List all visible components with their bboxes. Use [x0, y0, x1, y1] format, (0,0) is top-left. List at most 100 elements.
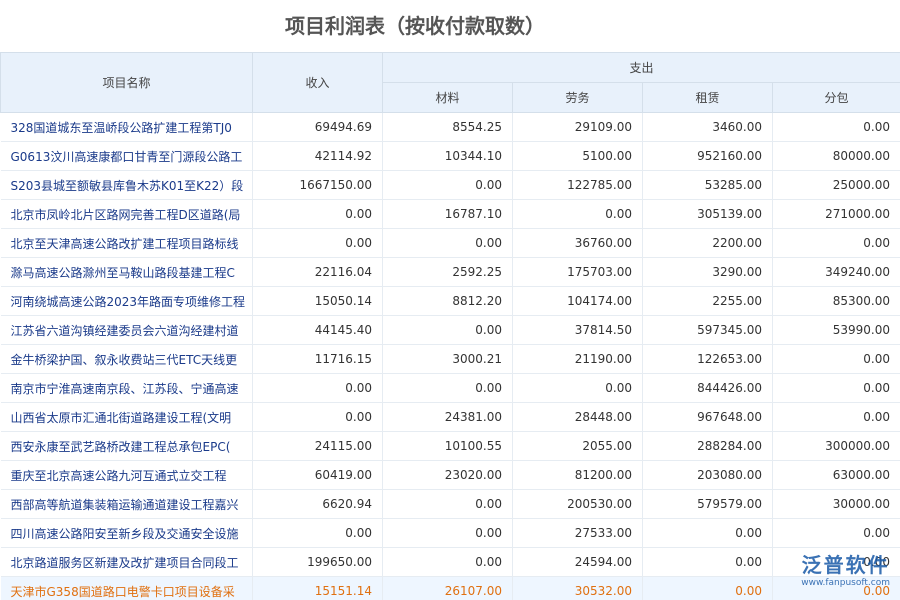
amount-cell: 10100.55 — [382, 431, 513, 461]
amount-cell: 0.00 — [382, 373, 513, 403]
table-row: G0613汶川高速康都口甘青至门源段公路工 42114.92 10344.10 510… — [0, 141, 900, 171]
column-header: 材料 — [382, 82, 513, 113]
table-row: 328国道城东至温峤段公路扩建工程第TJ0 69494.69 8554.25 2910… — [0, 112, 900, 142]
amount-cell: 203080.00 — [642, 460, 773, 490]
amount-cell: 2255.00 — [642, 286, 773, 316]
amount-cell: 63000.00 — [772, 460, 900, 490]
project-name-cell: 328国道城东至温峤段公路扩建工程第TJ0 — [0, 112, 253, 142]
project-name-cell: 北京至天津高速公路改扩建工程项目路标线 — [0, 228, 253, 258]
amount-cell: 22116.04 — [252, 257, 383, 287]
amount-cell: 2200.00 — [642, 228, 773, 258]
project-name-cell: 滁马高速公路滁州至马鞍山路段基建工程C — [0, 257, 253, 287]
amount-cell: 42114.92 — [252, 141, 383, 171]
amount-cell: 0.00 — [772, 547, 900, 577]
table-row: 四川高速公路阳安至新乡段及交通安全设施 0.00 0.00 27533.00 0.00 0… — [0, 518, 900, 548]
amount-cell: 8812.20 — [382, 286, 513, 316]
amount-cell: 44145.40 — [252, 315, 383, 345]
amount-cell: 26107.00 — [382, 576, 513, 600]
column-header: 租赁 — [642, 82, 773, 113]
amount-cell: 10344.10 — [382, 141, 513, 171]
amount-cell: 579579.00 — [642, 489, 773, 519]
amount-cell: 288284.00 — [642, 431, 773, 461]
table-row: 南京市宁淮高速南京段、江苏段、宁通高速 0.00 0.00 0.00 844426.00… — [0, 373, 900, 403]
amount-cell: 0.00 — [382, 547, 513, 577]
amount-cell: 122785.00 — [512, 170, 643, 200]
amount-cell: 28448.00 — [512, 402, 643, 432]
amount-cell: 0.00 — [252, 518, 383, 548]
project-name-cell: 河南绕城高速公路2023年路面专项维修工程 — [0, 286, 253, 316]
amount-cell: 30532.00 — [512, 576, 643, 600]
amount-cell: 0.00 — [252, 199, 383, 229]
amount-cell: 967648.00 — [642, 402, 773, 432]
project-name-cell: 天津市G358国道路口电警卡口项目设备采 — [0, 576, 253, 600]
project-name-cell: 西部高等航道集装箱运输通道建设工程嘉兴 — [0, 489, 253, 519]
amount-cell: 0.00 — [252, 373, 383, 403]
amount-cell: 8554.25 — [382, 112, 513, 142]
amount-cell: 0.00 — [382, 518, 513, 548]
project-name-cell: S203县城至额敏县库鲁木苏K01至K22）段 — [0, 170, 253, 200]
amount-cell: 0.00 — [642, 518, 773, 548]
page-title: 项目利润表（按收付款取数） — [285, 14, 545, 38]
project-name-cell: 北京路道服务区新建及改扩建项目合同段工 — [0, 547, 253, 577]
table-row: 北京市凤岭北片区路网完善工程D区道路(局 0.00 16787.10 0.00 3051… — [0, 199, 900, 229]
amount-cell: 21190.00 — [512, 344, 643, 374]
amount-cell: 0.00 — [252, 228, 383, 258]
column-header: 分包 — [771, 82, 900, 113]
project-name-cell: 西安永康至武艺路桥改建工程总承包EPC( — [0, 431, 253, 461]
amount-cell: 0.00 — [512, 199, 643, 229]
amount-cell: 300000.00 — [772, 431, 900, 461]
column-header: 劳务 — [512, 82, 643, 113]
table-row: 天津市G358国道路口电警卡口项目设备采 15151.14 26107.00 3053… — [0, 576, 900, 600]
project-name-cell: 重庆至北京高速公路九河互通式立交工程 — [0, 460, 253, 490]
amount-cell: 11716.15 — [252, 344, 383, 374]
amount-cell: 0.00 — [772, 344, 900, 374]
project-name-cell: G0613汶川高速康都口甘青至门源段公路工 — [0, 141, 253, 171]
amount-cell: 199650.00 — [252, 547, 383, 577]
amount-cell: 0.00 — [382, 170, 513, 200]
amount-cell: 271000.00 — [772, 199, 900, 229]
amount-cell: 6620.94 — [252, 489, 383, 519]
amount-cell: 200530.00 — [512, 489, 643, 519]
amount-cell: 36760.00 — [512, 228, 643, 258]
project-name-cell: 山西省太原市汇通北街道路建设工程(文明 — [0, 402, 253, 432]
amount-cell: 81200.00 — [512, 460, 643, 490]
amount-cell: 53990.00 — [772, 315, 900, 345]
table-row: 滁马高速公路滁州至马鞍山路段基建工程C 22116.04 2592.25 175703… — [0, 257, 900, 287]
amount-cell: 24594.00 — [512, 547, 643, 577]
amount-cell: 60419.00 — [252, 460, 383, 490]
amount-cell: 15050.14 — [252, 286, 383, 316]
amount-cell: 5100.00 — [512, 141, 643, 171]
amount-cell: 104174.00 — [512, 286, 643, 316]
amount-cell: 0.00 — [512, 373, 643, 403]
amount-cell: 0.00 — [772, 373, 900, 403]
table-row: 西安永康至武艺路桥改建工程总承包EPC(24115.00 10100.55 2055… — [0, 431, 900, 461]
amount-cell: 0.00 — [382, 315, 513, 345]
amount-cell: 952160.00 — [642, 141, 773, 171]
table-row: 北京至天津高速公路改扩建工程项目路标线 0.00 0.00 36760.00 2200.… — [0, 228, 900, 258]
column-header: 项目名称 — [0, 52, 253, 113]
amount-cell: 16787.10 — [382, 199, 513, 229]
project-name-cell: 江苏省六道沟镇经建委员会六道沟经建村道 — [0, 315, 253, 345]
amount-cell: 37814.50 — [512, 315, 643, 345]
watermark: 泛普软件 www.fanpusoft.com — [801, 549, 890, 588]
project-name-cell: 北京市凤岭北片区路网完善工程D区道路(局 — [0, 199, 253, 229]
amount-cell: 1667150.00 — [252, 170, 383, 200]
table-row: 金牛桥梁护国、叙永收费站三代ETC天线更 11716.15 3000.21 21190… — [0, 344, 900, 374]
amount-cell: 0.00 — [382, 489, 513, 519]
amount-cell: 305139.00 — [642, 199, 773, 229]
amount-cell: 2055.00 — [512, 431, 643, 461]
watermark-brand: 泛普软件 — [801, 553, 890, 577]
table-row: 西部高等航道集装箱运输通道建设工程嘉兴 6620.94 0.00 200530.00 5… — [0, 489, 900, 519]
amount-cell: 3000.21 — [382, 344, 513, 374]
amount-cell: 844426.00 — [642, 373, 773, 403]
amount-cell: 80000.00 — [772, 141, 900, 171]
table-row: 河南绕城高速公路2023年路面专项维修工程 15050.14 8812.20 1041… — [0, 286, 900, 316]
table-row: 山西省太原市汇通北街道路建设工程(文明 0.00 24381.00 28448.00 9… — [0, 402, 900, 432]
amount-cell: 3460.00 — [642, 112, 773, 142]
amount-cell: 30000.00 — [772, 489, 900, 519]
amount-cell: 23020.00 — [382, 460, 513, 490]
project-name-cell: 四川高速公路阳安至新乡段及交通安全设施 — [0, 518, 253, 548]
amount-cell: 122653.00 — [642, 344, 773, 374]
amount-cell: 597345.00 — [642, 315, 773, 345]
